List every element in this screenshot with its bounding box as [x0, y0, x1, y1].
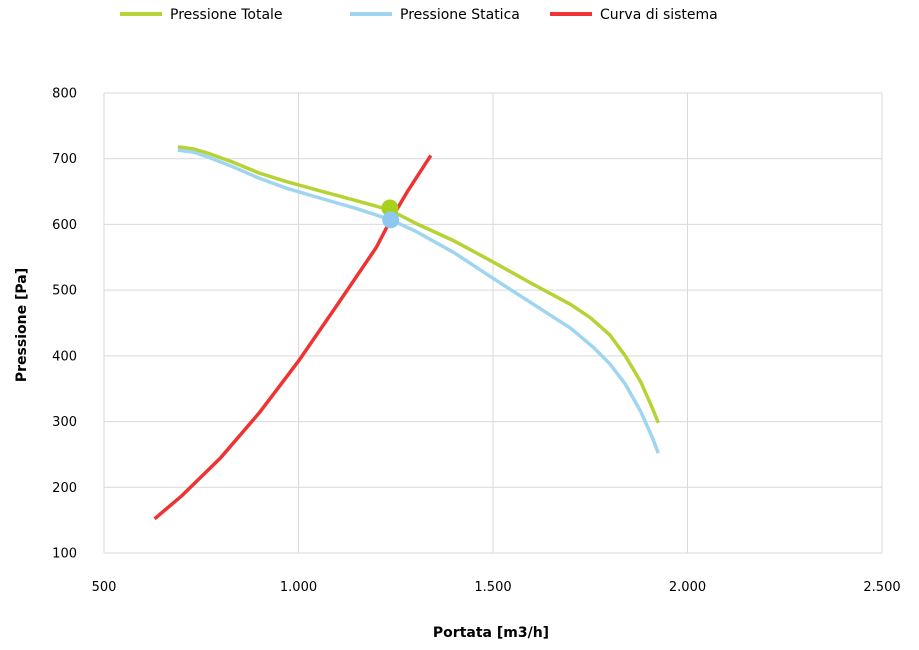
- legend-label-1: Pressione Totale: [170, 7, 283, 23]
- x-tick-label: 2.000: [669, 580, 706, 595]
- series-line-3: [153, 154, 433, 521]
- grid: [103, 92, 883, 554]
- series-line-1: [177, 145, 660, 424]
- y-tick-label: 200: [52, 481, 77, 496]
- operating-point-marker-2: [382, 211, 400, 229]
- x-tick-label: 500: [92, 580, 117, 595]
- x-axis-title: Portata [m3/h]: [433, 625, 549, 641]
- y-tick-label: 500: [52, 284, 77, 299]
- x-tick-label: 1.500: [474, 580, 511, 595]
- y-axis-title: Pressione [Pa]: [14, 268, 30, 382]
- legend-label-2: Pressione Statica: [400, 7, 520, 23]
- y-tick-label: 600: [52, 218, 77, 233]
- x-tick-label: 2.500: [863, 580, 900, 595]
- y-tick-label: 300: [52, 415, 77, 430]
- legend: Pressione Totale Pressione Statica Curva d…: [120, 7, 718, 23]
- legend-label-3: Curva di sistema: [600, 7, 718, 23]
- y-tick-label: 400: [52, 349, 77, 364]
- tick-labels: 100 200 300 400 500 600 700 800 500 1.000 1.500 2.0…: [52, 87, 900, 596]
- x-tick-label: 1.000: [280, 580, 317, 595]
- operating-point-markers: [381, 199, 400, 229]
- series-lines: [153, 145, 660, 521]
- y-tick-label: 700: [52, 152, 77, 167]
- series-line-2: [177, 148, 660, 454]
- y-tick-label: 800: [52, 87, 77, 102]
- y-tick-label: 100: [52, 547, 77, 562]
